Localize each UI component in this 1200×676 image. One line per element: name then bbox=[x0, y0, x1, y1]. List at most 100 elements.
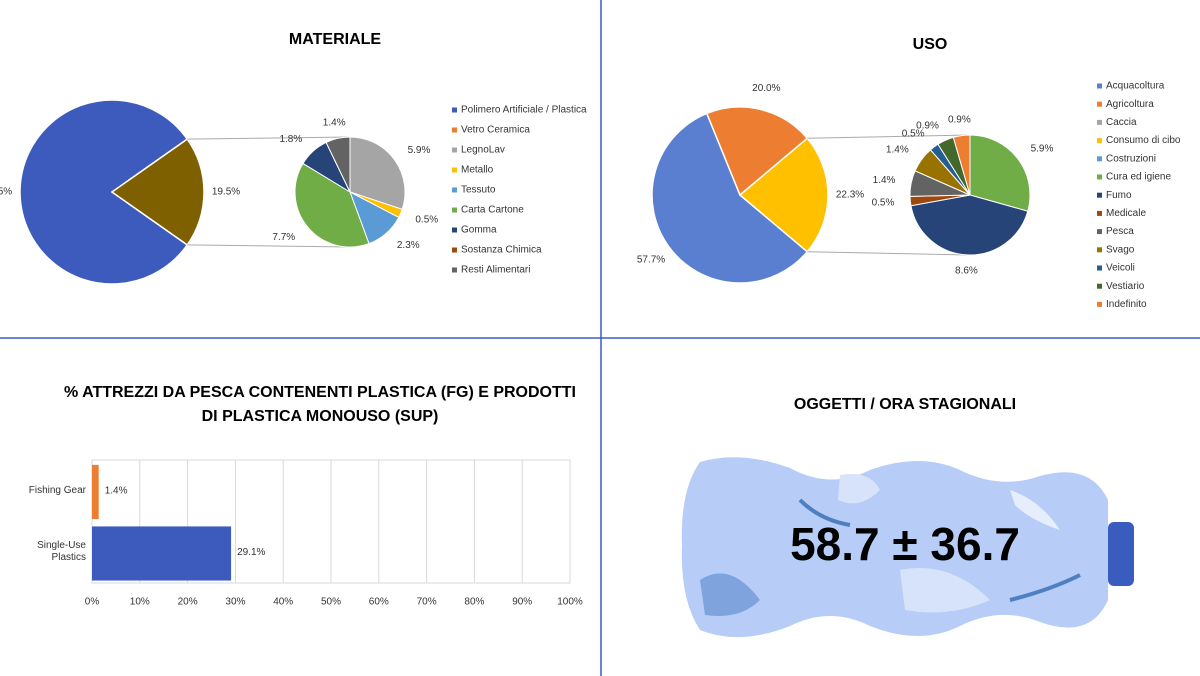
legend-label: Cura ed igiene bbox=[1106, 172, 1171, 183]
y-tick-label: Fishing Gear bbox=[28, 484, 86, 496]
legend-marker bbox=[1097, 138, 1102, 144]
legend-marker bbox=[452, 207, 457, 213]
connector bbox=[807, 134, 971, 139]
legend-label: LegnoLav bbox=[461, 145, 505, 156]
bar bbox=[92, 526, 232, 581]
kpi-value: 58.7 ± 36.7 bbox=[790, 518, 1020, 570]
legend-label: Acquacoltura bbox=[1106, 81, 1165, 92]
bottle-shade bbox=[1009, 573, 1081, 602]
legend-marker bbox=[452, 187, 457, 193]
legend-label: Metallo bbox=[461, 165, 494, 176]
data-label: 0.5% bbox=[415, 214, 438, 225]
legend-marker bbox=[452, 167, 457, 173]
bottle-shade bbox=[900, 568, 990, 613]
legend-marker bbox=[1097, 283, 1102, 289]
connector bbox=[807, 251, 971, 256]
connector bbox=[187, 136, 351, 140]
x-tick-label: 40% bbox=[273, 597, 293, 608]
legend-marker bbox=[1097, 265, 1102, 271]
legend-marker bbox=[1097, 83, 1102, 89]
pie-slice bbox=[110, 138, 205, 246]
bottle-shade bbox=[798, 498, 851, 527]
y-tick-label-box: Fishing Gear bbox=[28, 484, 86, 496]
x-tick-label: 30% bbox=[225, 597, 245, 608]
x-tick-label: 80% bbox=[464, 597, 484, 608]
legend-marker bbox=[1097, 101, 1102, 107]
pie-slice bbox=[910, 194, 1029, 256]
bottle-body bbox=[681, 457, 1108, 638]
legend-label: Vestiario bbox=[1106, 281, 1145, 292]
data-label: 20.0% bbox=[752, 83, 780, 94]
legend-label: Veicoli bbox=[1106, 263, 1135, 274]
pie-slice bbox=[738, 137, 829, 253]
pie-slice bbox=[952, 134, 971, 196]
x-tick-label: 90% bbox=[512, 597, 532, 608]
data-label: 1.4% bbox=[886, 145, 909, 156]
pie-slice bbox=[705, 106, 809, 197]
data-label: 5.9% bbox=[408, 145, 431, 156]
connector bbox=[187, 244, 351, 248]
data-label: 57.7% bbox=[637, 254, 665, 265]
pie-slice bbox=[969, 134, 1031, 212]
pie-slice bbox=[19, 99, 189, 285]
x-tick-label: 0% bbox=[85, 597, 100, 608]
x-tick-label: 50% bbox=[321, 597, 341, 608]
legend-label: Vetro Ceramica bbox=[461, 125, 530, 136]
data-label: 7.7% bbox=[272, 232, 295, 243]
y-tick-label-box: Single-Use Plastics bbox=[37, 540, 86, 563]
legend-marker bbox=[452, 147, 457, 153]
legend-marker bbox=[452, 267, 457, 273]
bottle-shade bbox=[1010, 490, 1060, 530]
legend-label: Resti Alimentari bbox=[461, 265, 530, 276]
pie-slice bbox=[325, 136, 351, 193]
data-label: 2.3% bbox=[397, 240, 420, 251]
legend-label: Indefinito bbox=[1106, 299, 1147, 310]
legend-label: Medicale bbox=[1106, 208, 1146, 219]
legend-label: Consumo di cibo bbox=[1106, 135, 1181, 146]
legend-marker bbox=[1097, 156, 1102, 162]
legend-marker bbox=[1097, 247, 1102, 253]
kpi-title: OGGETTI / ORA STAGIONALI bbox=[794, 396, 1016, 413]
data-label: 0.9% bbox=[948, 114, 971, 125]
data-label: 22.3% bbox=[836, 190, 864, 201]
bottle-shade bbox=[838, 474, 880, 504]
legend-label: Pesca bbox=[1106, 226, 1134, 237]
data-label: 29.1% bbox=[237, 547, 265, 558]
legend-label: Svago bbox=[1106, 244, 1135, 255]
pie-slice bbox=[651, 112, 809, 284]
x-tick-label: 60% bbox=[369, 597, 389, 608]
chart-title: MATERIALE bbox=[289, 31, 381, 48]
legend-marker bbox=[452, 227, 457, 233]
chart-title-box: % ATTREZZI DA PESCA CONTENENTI PLASTICA … bbox=[64, 384, 576, 425]
data-label: 1.8% bbox=[279, 134, 302, 145]
data-label: 1.4% bbox=[873, 175, 896, 186]
x-tick-label: 70% bbox=[417, 597, 437, 608]
data-label: 1.4% bbox=[323, 117, 346, 128]
x-tick-label: 20% bbox=[178, 597, 198, 608]
data-label: 0.5% bbox=[902, 129, 925, 140]
pie-slice bbox=[294, 162, 370, 248]
data-label: 1.4% bbox=[105, 485, 128, 496]
legend-marker bbox=[1097, 301, 1102, 307]
legend-label: Tessuto bbox=[461, 185, 496, 196]
chart-title: % ATTREZZI DA PESCA CONTENENTI PLASTICA … bbox=[64, 384, 576, 425]
bottle bbox=[681, 457, 1134, 638]
legend-label: Agricoltura bbox=[1106, 99, 1154, 110]
data-label: 0.9% bbox=[916, 120, 939, 131]
pie-slice bbox=[349, 136, 406, 210]
legend-label: Carta Cartone bbox=[461, 205, 524, 216]
legend-label: Polimero Artificiale / Plastica bbox=[461, 105, 587, 116]
legend-label: Sostanza Chimica bbox=[461, 245, 542, 256]
bottle-cap bbox=[1108, 522, 1134, 586]
legend-label: Costruzioni bbox=[1106, 153, 1156, 164]
legend-marker bbox=[1097, 119, 1102, 125]
legend-marker bbox=[452, 247, 457, 253]
x-tick-label: 10% bbox=[130, 597, 150, 608]
legend-label: Gomma bbox=[461, 225, 497, 236]
data-label: 0.5% bbox=[872, 197, 895, 208]
legend-marker bbox=[1097, 229, 1102, 235]
data-label: 19.5% bbox=[212, 187, 240, 198]
legend-label: Caccia bbox=[1106, 117, 1137, 128]
bar bbox=[92, 464, 99, 520]
